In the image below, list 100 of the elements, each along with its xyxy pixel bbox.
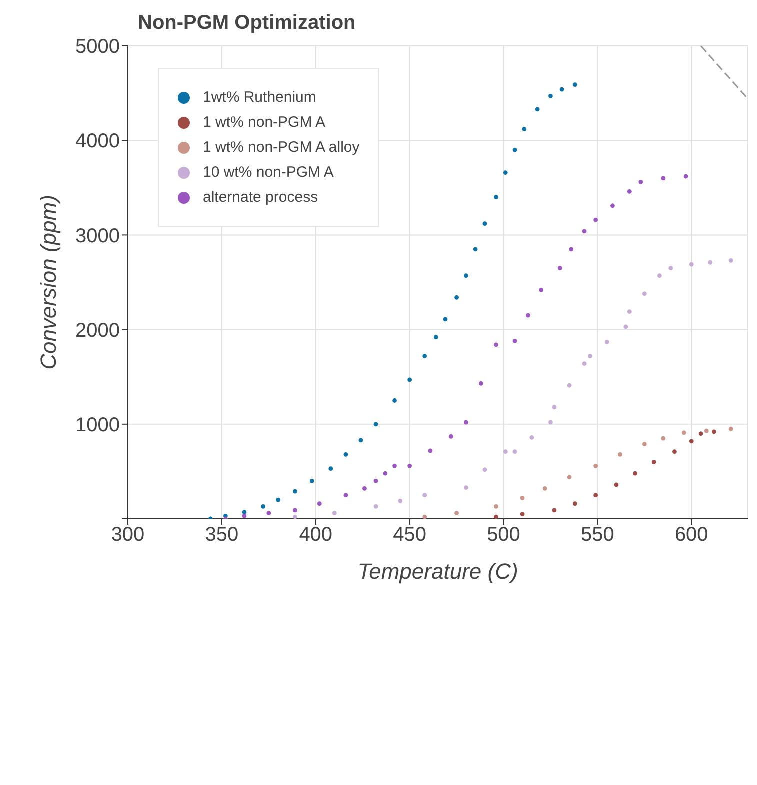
point [494,195,498,200]
point [552,508,557,513]
point [494,514,498,519]
point [684,174,688,179]
point [567,383,572,388]
point [310,478,314,484]
point [569,247,574,252]
point [618,452,622,457]
point [398,498,403,504]
point [661,436,666,441]
point [614,482,619,488]
point [464,274,468,278]
point [266,511,272,516]
point [344,493,348,498]
x-tick-label: 450 [393,524,427,546]
point [422,514,428,519]
point [704,428,709,434]
point [317,502,322,506]
point [448,434,454,439]
point [572,82,578,87]
x-tick-label: 300 [111,524,145,546]
point [627,310,632,314]
point [479,382,484,386]
point [344,452,348,457]
point [558,266,562,271]
point [503,450,508,454]
point [512,338,518,344]
point [672,450,677,454]
point [276,498,281,502]
point [594,218,598,222]
x-tick-label: 500 [487,524,520,546]
point [358,438,364,443]
point [567,475,572,480]
x-tick-label: 550 [581,524,614,546]
point [392,398,397,403]
legend-label: alternate process [203,189,318,206]
point [464,486,468,490]
point [434,335,438,340]
point [604,340,610,344]
point [698,432,704,436]
x-axis-title: Temperature (C) [358,559,518,584]
point [594,493,598,498]
point [642,292,647,296]
point [383,471,388,476]
legend-label: 1 wt% non-PGM A [203,114,326,131]
chart-title: Non-PGM Optimization [138,12,356,35]
point [422,354,428,358]
legend-label: 1 wt% non-PGM A alloy [203,139,360,156]
legend-label: 1wt% Ruthenium [203,89,316,106]
point [408,464,412,468]
point [261,504,266,509]
point [594,464,598,468]
point [689,439,694,444]
point [582,229,587,234]
point [392,464,397,468]
point [689,262,694,267]
point [374,478,378,484]
x-tick-label: 350 [205,524,239,546]
point [293,508,298,513]
point [494,504,498,509]
point [548,420,553,425]
point [530,435,534,440]
point [482,468,488,472]
point [642,442,647,446]
point [582,362,587,366]
point [624,324,628,330]
point [552,405,557,410]
point [661,176,666,181]
point [638,180,644,184]
point [422,493,428,498]
legend-label: 10 wt% non-PGM A [203,164,334,181]
point [572,502,578,506]
y-tick-label: 2000 [76,320,120,342]
point [454,511,459,516]
x-tick-label: 400 [299,524,333,546]
point [627,189,632,194]
point [539,288,544,292]
point [520,512,525,516]
point [548,94,553,98]
point [512,450,518,454]
point [362,486,367,491]
x-tick-label: 600 [674,524,708,546]
point [657,274,662,278]
point [293,514,298,519]
point [668,266,674,271]
y-tick-label: 5000 [76,36,120,58]
point [588,354,592,358]
point [522,127,527,132]
point [454,295,459,300]
point [482,222,488,226]
point [535,107,540,112]
point [332,511,337,516]
point [633,471,638,476]
point [708,260,713,265]
point [682,430,686,436]
y-tick-label: 4000 [76,130,120,153]
point [610,204,615,208]
point [464,420,468,425]
point [408,378,412,382]
y-tick-label: 3000 [76,225,120,248]
